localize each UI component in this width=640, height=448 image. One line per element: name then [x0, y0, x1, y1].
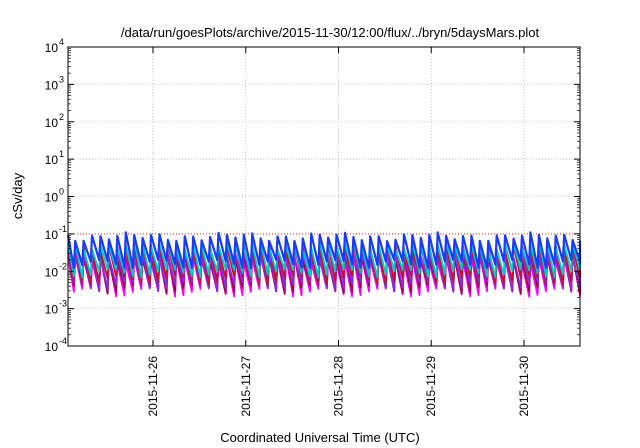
- y-tick-label: 10: [45, 340, 59, 354]
- y-tick-exponent: 1: [59, 149, 64, 159]
- x-axis: 2015-11-26 2015-11-27 2015-11-28 2015-11-29…: [146, 47, 531, 417]
- y-axis-label: cSv/day: [10, 172, 25, 219]
- y-tick-label: 10: [45, 41, 59, 55]
- x-tick-label: 2015-11-29: [424, 356, 438, 417]
- x-tick-label: 2015-11-26: [146, 356, 160, 417]
- y-tick-exponent: 3: [59, 74, 64, 84]
- y-tick-exponent: -4: [59, 336, 67, 346]
- y-tick-exponent: 2: [59, 112, 64, 122]
- x-axis-label: Coordinated Universal Time (UTC): [220, 430, 419, 445]
- y-tick-exponent: -1: [59, 224, 67, 234]
- y-tick-label: 10: [45, 303, 59, 317]
- y-tick-exponent: -3: [59, 299, 67, 309]
- y-tick-label: 10: [45, 153, 59, 167]
- x-tick-label: 2015-11-30: [517, 356, 531, 417]
- y-tick-exponent: 0: [59, 187, 64, 197]
- y-tick-label: 10: [45, 78, 59, 92]
- y-tick-label: 10: [45, 116, 59, 130]
- y-tick-exponent: 4: [59, 37, 64, 47]
- gridlines: [68, 47, 580, 346]
- chart-title: /data/run/goesPlots/archive/2015-11-30/1…: [121, 25, 540, 40]
- y-tick-label: 10: [45, 265, 59, 279]
- y-tick-exponent: -2: [59, 261, 67, 271]
- series-layer: [66, 231, 582, 298]
- series-line: [66, 231, 582, 270]
- y-tick-label: 10: [45, 228, 59, 242]
- x-tick-label: 2015-11-28: [331, 356, 345, 417]
- x-tick-label: 2015-11-27: [239, 356, 253, 417]
- y-tick-label: 10: [45, 191, 59, 205]
